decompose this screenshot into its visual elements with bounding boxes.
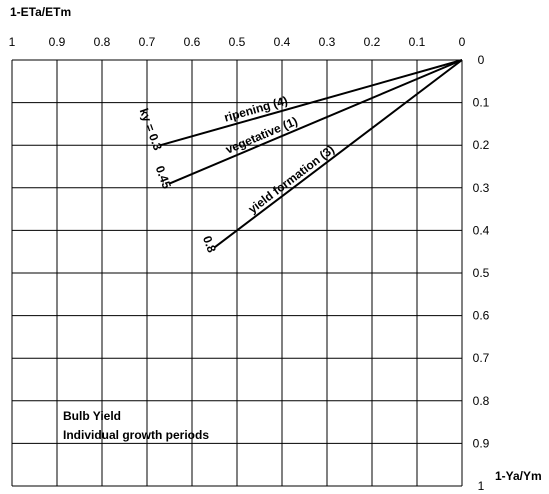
x-tick-label: 0.8	[94, 35, 111, 49]
y-tick-label: 1	[478, 479, 485, 493]
x-tick-label: 0.2	[364, 35, 381, 49]
x-tick-label: 0.6	[184, 35, 201, 49]
x-tick-label: 0.1	[409, 35, 426, 49]
x-tick-label: 1	[9, 35, 16, 49]
ky-label: 0.45	[153, 164, 174, 191]
x-tick-label: 0	[459, 35, 466, 49]
y-tick-label: 0.3	[473, 181, 490, 195]
x-axis-title: 1-ETa/ETm	[10, 5, 71, 19]
y-tick-label: 0.8	[473, 394, 490, 408]
y-tick-label: 0.2	[473, 138, 490, 152]
x-tick-label: 0.4	[274, 35, 291, 49]
y-tick-label: 0	[478, 53, 485, 67]
annotation-subtitle: Individual growth periods	[63, 428, 209, 442]
series-line	[160, 59, 463, 147]
y-tick-label: 0.9	[473, 436, 490, 450]
y-tick-label: 0.7	[473, 351, 490, 365]
annotation-title: Bulb Yield	[63, 409, 121, 423]
series-line	[213, 59, 463, 249]
y-tick-label: 0.6	[473, 309, 490, 323]
grid	[11, 59, 463, 487]
x-tick-label: 0.5	[229, 35, 246, 49]
ky-label: 0.8	[200, 234, 219, 255]
y-axis-title: 1-Ya/Ym	[495, 469, 542, 483]
y-tick-label: 0.4	[473, 223, 490, 237]
x-tick-labels: 1 0.9 0.8 0.7 0.6 0.5 0.4 0.3 0.2 0.1 0	[9, 35, 466, 49]
y-tick-label: 0.5	[473, 266, 490, 280]
series-line	[169, 59, 463, 185]
series-name-label: yield formation (3)	[246, 142, 337, 216]
series-lines	[160, 59, 463, 249]
y-tick-labels: 0 0.1 0.2 0.3 0.4 0.5 0.6 0.7 0.8 0.9 1	[473, 53, 490, 493]
y-tick-label: 0.1	[473, 96, 490, 110]
x-tick-label: 0.9	[49, 35, 66, 49]
x-tick-label: 0.3	[319, 35, 336, 49]
x-tick-label: 0.7	[139, 35, 156, 49]
